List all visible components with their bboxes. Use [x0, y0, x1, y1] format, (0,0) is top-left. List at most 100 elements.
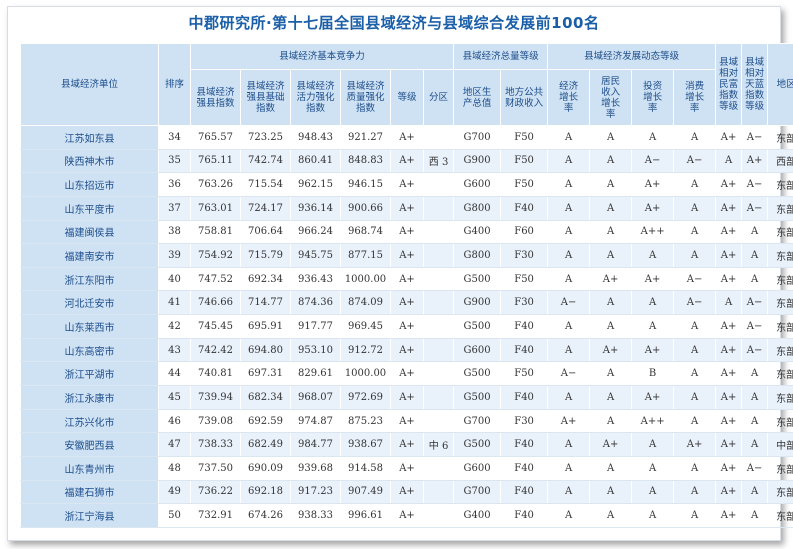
- cell-econ-growth: A: [547, 172, 591, 197]
- cell-unit: 山东高密市: [20, 337, 159, 363]
- cell-region: 西部: [767, 148, 793, 174]
- cell-quality-index: 938.67: [340, 432, 391, 457]
- cell-investment: A: [631, 290, 675, 316]
- cell-subzone: [422, 290, 455, 316]
- cell-unit: 浙江东阳市: [20, 266, 159, 292]
- cell-vitality-index: 966.24: [290, 219, 341, 245]
- cell-subzone: [422, 385, 455, 410]
- cell-investment: A+: [631, 172, 675, 197]
- cell-grade: A+: [390, 195, 424, 221]
- cell-wealth-grade: A+: [715, 172, 743, 197]
- cell-econ-growth: A+: [547, 408, 591, 434]
- cell-resident-income: A: [589, 243, 633, 268]
- cell-resident-income: A: [589, 195, 633, 221]
- cell-resident-income: A: [589, 172, 633, 197]
- cell-subzone: [422, 408, 455, 434]
- cell-blue-sky-grade: A: [741, 219, 769, 245]
- cell-subzone: 西 3: [422, 148, 455, 174]
- cell-subzone: [422, 479, 455, 505]
- cell-resident-income: A: [589, 479, 633, 505]
- cell-unit: 山东莱西市: [20, 314, 159, 339]
- cell-wealth-grade: A+: [715, 432, 743, 457]
- header-subzone: 分区: [422, 69, 455, 126]
- cell-blue-sky-grade: A: [741, 243, 769, 268]
- header-unit: 县域经济单位: [20, 43, 159, 126]
- cell-base-index: 692.59: [240, 408, 291, 434]
- cell-vitality-index: 829.61: [290, 361, 341, 387]
- cell-grade: A+: [390, 479, 424, 505]
- cell-region: 东部: [767, 408, 793, 434]
- cell-rank: 36: [158, 172, 191, 197]
- cell-quality-index: 875.23: [340, 408, 391, 434]
- cell-gdp: G900: [453, 290, 502, 316]
- cell-strong-index: 745.45: [190, 314, 241, 339]
- cell-quality-index: 912.72: [340, 337, 391, 363]
- cell-investment: A: [631, 479, 675, 505]
- cell-econ-growth: A: [547, 125, 591, 150]
- cell-grade: A+: [390, 503, 424, 528]
- cell-fiscal: F40: [500, 479, 549, 505]
- cell-subzone: [422, 503, 455, 528]
- cell-quality-index: 996.61: [340, 503, 391, 528]
- cell-blue-sky-grade: A−: [741, 195, 769, 221]
- cell-base-index: 742.74: [240, 148, 291, 174]
- header-gdp-total: 地区生产总值: [453, 69, 502, 126]
- cell-vitality-index: 860.41: [290, 148, 341, 174]
- table-row: 陕西神木市 35 765.11 742.74 860.41 848.83 A+ 西 3 G900…: [20, 148, 793, 174]
- cell-subzone: [422, 266, 455, 292]
- cell-quality-index: 914.58: [340, 455, 391, 481]
- page-title: 中郡研究所·第十七届全国县域经济与县域综合发展前100名: [188, 14, 600, 32]
- cell-investment: A: [631, 125, 675, 150]
- cell-region: 东部: [767, 195, 793, 221]
- cell-gdp: G500: [453, 314, 502, 339]
- header-strong-index: 县域经济强县指数: [190, 69, 241, 126]
- cell-resident-income: A: [589, 290, 633, 316]
- cell-vitality-index: 936.14: [290, 195, 341, 221]
- cell-fiscal: F40: [500, 455, 549, 481]
- cell-fiscal: F40: [500, 503, 549, 528]
- cell-blue-sky-grade: A: [741, 432, 769, 457]
- table-row: 山东青州市 48 737.50 690.09 939.68 914.58 A+ G600 F40…: [20, 455, 793, 481]
- cell-wealth-grade: A+: [715, 243, 743, 268]
- header-group-total: 县域经济总量等级: [453, 43, 549, 70]
- cell-wealth-grade: A+: [715, 503, 743, 528]
- cell-region: 东部: [767, 125, 793, 150]
- cell-resident-income: A+: [589, 432, 633, 457]
- cell-fiscal: F50: [500, 266, 549, 292]
- cell-rank: 42: [158, 314, 191, 339]
- cell-gdp: G900: [453, 148, 502, 174]
- cell-grade: A+: [390, 172, 424, 197]
- cell-unit: 山东青州市: [20, 455, 159, 481]
- cell-econ-growth: A: [547, 219, 591, 245]
- cell-consumption: A−: [673, 266, 717, 292]
- cell-subzone: [422, 455, 455, 481]
- cell-base-index: 724.17: [240, 195, 291, 221]
- cell-rank: 50: [158, 503, 191, 528]
- cell-quality-index: 900.66: [340, 195, 391, 221]
- cell-fiscal: F40: [500, 195, 549, 221]
- cell-fiscal: F30: [500, 243, 549, 268]
- cell-strong-index: 740.81: [190, 361, 241, 387]
- cell-investment: A+: [631, 337, 675, 363]
- cell-fiscal: F60: [500, 219, 549, 245]
- cell-fiscal: F50: [500, 172, 549, 197]
- cell-region: 东部: [767, 219, 793, 245]
- cell-fiscal: F40: [500, 432, 549, 457]
- cell-unit: 福建石狮市: [20, 479, 159, 505]
- cell-blue-sky-grade: A−: [741, 337, 769, 363]
- cell-quality-index: 877.15: [340, 243, 391, 268]
- cell-region: 中部: [767, 432, 793, 457]
- cell-subzone: [422, 125, 455, 150]
- cell-consumption: A: [673, 195, 717, 221]
- cell-rank: 35: [158, 148, 191, 174]
- header-wealth-grade: 县域相对民富指数等级: [715, 43, 743, 126]
- cell-blue-sky-grade: A: [741, 408, 769, 434]
- cell-investment: A+: [631, 195, 675, 221]
- cell-rank: 44: [158, 361, 191, 387]
- cell-quality-index: 921.27: [340, 125, 391, 150]
- cell-resident-income: A+: [589, 337, 633, 363]
- cell-econ-growth: A: [547, 455, 591, 481]
- cell-econ-growth: A: [547, 337, 591, 363]
- cell-econ-growth: A: [547, 432, 591, 457]
- cell-blue-sky-grade: A+: [741, 148, 769, 174]
